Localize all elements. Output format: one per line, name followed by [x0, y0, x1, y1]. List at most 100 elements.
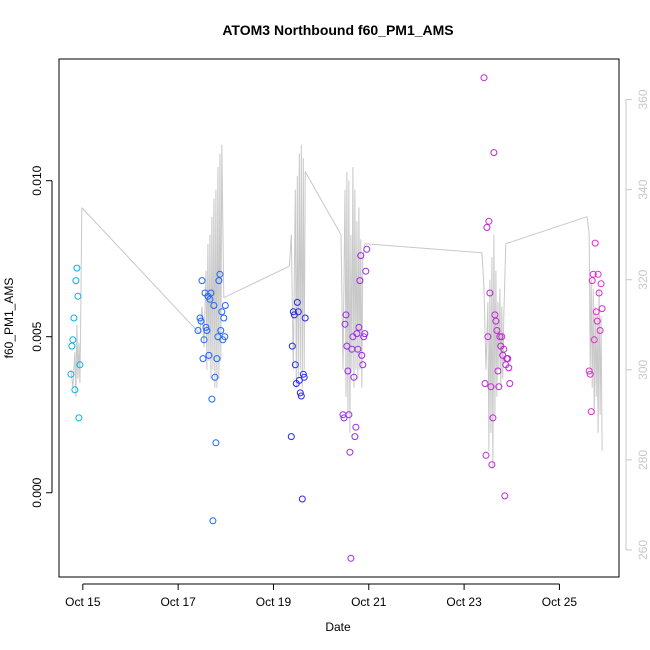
data-point: [205, 351, 213, 359]
data-point: [69, 336, 77, 344]
data-point: [363, 245, 371, 253]
data-point: [351, 433, 359, 441]
data-point: [481, 380, 489, 387]
data-point: [208, 395, 216, 403]
data-point: [586, 370, 594, 378]
data-point: [295, 376, 303, 384]
data-point: [75, 414, 83, 422]
data-point: [200, 336, 208, 344]
y2-tick-label: 360: [636, 89, 650, 109]
data-point: [343, 342, 351, 350]
data-point: [74, 292, 82, 300]
data-point: [203, 327, 211, 334]
x-axis-label: Date: [325, 620, 351, 634]
data-point: [585, 367, 593, 375]
y-tick-label: 0.010: [30, 165, 44, 195]
data-point: [300, 373, 308, 381]
x-tick-label: Oct 17: [160, 595, 196, 609]
data-point: [490, 149, 498, 157]
data-point: [73, 264, 81, 272]
data-point: [294, 308, 302, 316]
y2-line-segment: [223, 265, 290, 299]
data-point: [198, 277, 206, 285]
data-point: [342, 311, 350, 319]
data-point: [587, 408, 595, 416]
data-point: [589, 270, 597, 278]
data-point: [199, 355, 207, 363]
data-point: [597, 280, 605, 288]
data-point: [360, 333, 368, 341]
y2-line-segment: [81, 207, 201, 335]
axes-layer: Oct 15 Oct 17 Oct 19 Oct 21 Oct 23 Oct 25 0.00…: [30, 89, 650, 609]
y2-line-segment: [505, 216, 588, 245]
data-point: [297, 392, 305, 400]
data-point: [493, 327, 501, 334]
data-point: [212, 439, 220, 447]
y2-tick-label: 260: [636, 540, 650, 560]
data-point: [346, 448, 354, 456]
data-point: [211, 373, 219, 381]
data-point: [504, 355, 512, 363]
chart-title: ATOM3 Northbound f60_PM1_AMS: [222, 22, 453, 38]
y2-tick-label: 340: [636, 179, 650, 199]
data-point: [214, 333, 222, 341]
y2-line-segment: [199, 144, 225, 388]
y-tick-label: 0.000: [30, 477, 44, 507]
data-point: [216, 270, 224, 278]
data-point: [593, 317, 601, 325]
data-point: [482, 451, 490, 459]
data-point: [218, 308, 226, 316]
data-point: [352, 423, 360, 431]
data-point: [501, 492, 509, 500]
y2-tick-label: 300: [636, 359, 650, 379]
data-point: [359, 361, 367, 369]
data-point: [596, 327, 604, 334]
data-point: [67, 370, 75, 378]
data-point: [70, 314, 78, 322]
data-point: [221, 302, 229, 309]
data-point: [288, 342, 296, 350]
data-point: [494, 367, 502, 375]
data-point: [210, 302, 218, 309]
data-point: [299, 370, 307, 378]
data-point: [591, 239, 599, 247]
data-point: [287, 433, 295, 441]
data-point: [202, 323, 210, 331]
data-point: [353, 330, 361, 338]
data-point: [207, 289, 215, 297]
x-tick-label: Oct 25: [542, 595, 578, 609]
data-point: [361, 330, 369, 338]
data-point: [213, 355, 221, 363]
data-point: [598, 305, 606, 313]
data-point: [293, 298, 301, 306]
data-point: [194, 327, 202, 334]
data-point: [594, 270, 602, 278]
data-point: [492, 317, 500, 325]
y2-tick-label: 280: [636, 450, 650, 470]
y-axis-label: f60_PM1_AMS: [2, 278, 16, 359]
data-point: [506, 380, 514, 387]
y2-line-segment: [304, 171, 342, 235]
points-layer: [67, 74, 606, 562]
plot-frame: [58, 58, 620, 578]
data-point: [487, 383, 495, 391]
data-point: [358, 351, 366, 359]
y2-line-segment: [70, 207, 83, 397]
data-point: [495, 383, 503, 391]
data-point: [590, 336, 598, 344]
data-point: [496, 333, 504, 341]
data-point: [291, 361, 299, 369]
data-point: [347, 554, 355, 562]
data-point: [485, 217, 493, 225]
data-point: [301, 314, 309, 322]
data-point: [480, 74, 488, 82]
data-point: [500, 345, 508, 353]
data-point: [354, 345, 362, 353]
data-point: [220, 314, 228, 322]
data-point: [355, 323, 363, 331]
data-point: [350, 373, 358, 381]
data-point: [296, 389, 304, 397]
y-tick-label: 0.005: [30, 321, 44, 351]
data-point: [197, 317, 205, 325]
